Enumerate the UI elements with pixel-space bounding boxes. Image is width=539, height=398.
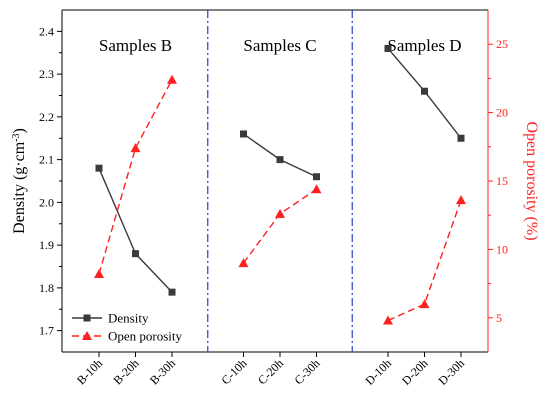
x-axis: B-10h B-20h B-30h C-10h C-20h C-30h D-10h D-20h… [74,352,467,388]
right-axis-title: Open porosity (%) [523,121,539,240]
porosity-line-2 [387,199,462,322]
right-tick-label: 25 [496,37,508,51]
density-line-0 [98,167,173,293]
left-tick-label: 2.3 [39,67,54,81]
group-labels: Samples B Samples C Samples D [99,36,462,55]
porosity-marker [94,269,104,279]
porosity-series [94,74,466,325]
series-layer [94,44,466,325]
density-marker [240,130,247,138]
x-tick-label: B-20h [111,356,142,387]
left-axis-title-sup: -3 [11,134,22,142]
group-label: Samples D [387,36,461,55]
x-tick-label: D-30h [436,356,468,388]
density-marker [83,314,91,322]
right-tick-label: 15 [496,174,508,188]
group-label: Samples C [243,36,316,55]
density-marker [276,156,284,164]
porosity-marker [456,195,466,205]
porosity-marker [238,258,249,268]
group-label: Samples B [99,36,172,55]
x-tick-label: B-10h [74,356,105,387]
density-marker [421,87,428,95]
x-tick-label: B-30h [147,356,178,387]
x-tick-label: D-20h [399,356,431,388]
left-tick-label: 1.9 [39,238,54,252]
left-axis: 1.7 1.8 1.9 2.0 2.1 2.2 2.3 2.4 [39,24,62,338]
left-tick-label: 2.1 [39,153,54,167]
right-axis: 5 10 15 20 25 [488,37,508,325]
left-axis-title: Density (g·cm-3) [11,128,29,234]
left-tick-label: 1.8 [39,281,54,295]
x-tick-label: C-20h [255,356,286,387]
porosity-line-1 [242,188,317,264]
porosity-marker [130,143,141,153]
density-marker [384,44,392,52]
density-series [95,44,465,296]
density-marker [95,164,103,172]
right-tick-label: 5 [496,311,502,325]
porosity-marker [311,184,322,194]
group-separators [207,10,353,352]
porosity-marker [167,74,177,84]
legend-label: Open porosity [108,329,183,344]
porosity-marker [275,208,285,218]
right-tick-label: 10 [496,242,508,256]
legend-label: Density [108,311,149,326]
left-tick-label: 1.7 [39,324,54,338]
porosity-marker [383,315,393,325]
density-marker [132,250,139,258]
right-tick-label: 20 [496,106,508,120]
left-tick-label: 2.4 [39,24,54,38]
density-marker [168,288,176,296]
density-marker [457,134,465,142]
left-tick-label: 2.2 [39,110,54,124]
x-tick-label: C-10h [219,356,250,387]
x-tick-label: D-10h [363,356,395,388]
porosity-marker [82,331,92,340]
legend: Density Open porosity [72,311,183,344]
left-tick-label: 2.0 [39,195,54,209]
left-axis-title-main: Density (g·cm [11,141,28,234]
porosity-marker [419,299,430,309]
density-line-1 [243,133,317,178]
x-tick-label: C-30h [292,356,323,387]
left-axis-title-end: ) [11,128,28,133]
porosity-line-0 [98,79,173,275]
density-marker [313,173,320,181]
